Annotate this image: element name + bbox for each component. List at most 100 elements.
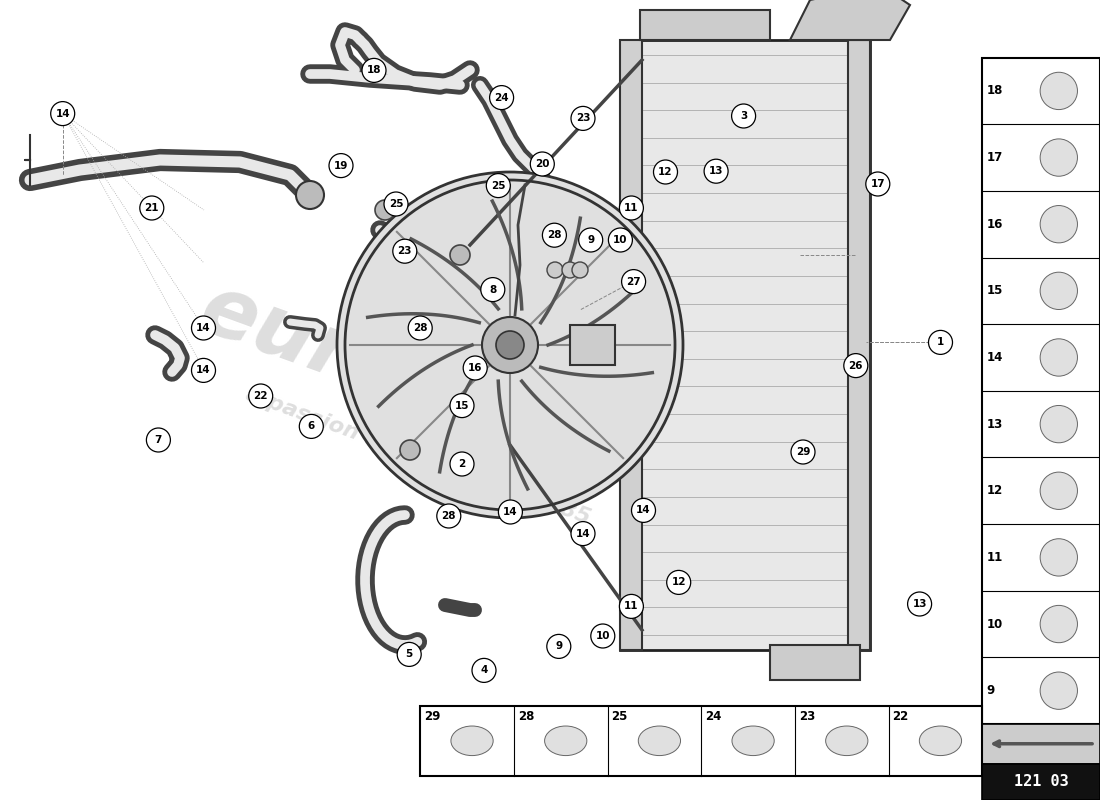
Bar [570,325,615,365]
Circle shape [362,58,386,82]
Circle shape [547,634,571,658]
Circle shape [579,228,603,252]
Text: 8: 8 [490,285,496,294]
Circle shape [146,428,170,452]
Text: 10: 10 [987,618,1002,630]
Circle shape [337,172,683,518]
Text: 19: 19 [333,161,349,170]
Text: 12: 12 [658,167,673,177]
Circle shape [191,316,216,340]
Text: 16: 16 [468,363,483,373]
Circle shape [1041,472,1078,510]
Circle shape [498,500,522,524]
Circle shape [140,196,164,220]
Text: 2: 2 [459,459,465,469]
Bar [620,40,870,650]
Circle shape [496,331,524,359]
Text: 10: 10 [595,631,610,641]
Circle shape [1041,139,1078,176]
Text: 25: 25 [612,710,628,722]
Circle shape [1041,339,1078,376]
Circle shape [621,270,646,294]
Circle shape [393,239,417,263]
Bar [982,724,1100,763]
Circle shape [400,440,420,460]
Text: 14: 14 [503,507,518,517]
Text: 28: 28 [518,710,535,722]
Bar [620,40,642,650]
Circle shape [562,262,578,278]
Circle shape [490,86,514,110]
Text: 14: 14 [575,529,591,538]
Ellipse shape [544,726,586,755]
Text: 13: 13 [987,418,1002,430]
Text: 26: 26 [848,361,864,370]
Text: 16: 16 [987,218,1003,230]
Bar [640,10,770,40]
Text: 18: 18 [366,66,382,75]
Circle shape [591,624,615,648]
Text: 22: 22 [253,391,268,401]
Text: 9: 9 [587,235,594,245]
Ellipse shape [920,726,961,755]
Text: 23: 23 [575,114,591,123]
Circle shape [667,570,691,594]
Circle shape [530,152,554,176]
Circle shape [329,154,353,178]
Text: 14: 14 [55,109,70,118]
Circle shape [1041,606,1078,642]
Text: a passion for cars since 1985: a passion for cars since 1985 [243,384,593,528]
Text: 22: 22 [892,710,909,722]
Text: 12: 12 [987,484,1002,498]
Circle shape [375,200,395,220]
Circle shape [1041,272,1078,310]
Circle shape [1041,538,1078,576]
Text: 17: 17 [987,151,1002,164]
Circle shape [472,658,496,682]
Text: 1: 1 [937,338,944,347]
Text: 9: 9 [987,684,994,697]
Text: 24: 24 [705,710,722,722]
Circle shape [482,317,538,373]
Circle shape [437,504,461,528]
Circle shape [619,196,644,220]
Text: 14: 14 [196,366,211,375]
Text: 14: 14 [636,506,651,515]
Circle shape [463,356,487,380]
Text: 11: 11 [624,602,639,611]
Circle shape [631,498,656,522]
Text: 9: 9 [556,642,562,651]
Bar [420,706,982,776]
Polygon shape [790,0,910,40]
Text: 5: 5 [406,650,412,659]
Text: 12: 12 [671,578,686,587]
Text: 7: 7 [155,435,162,445]
Text: 25: 25 [491,181,506,190]
Circle shape [908,592,932,616]
Text: 15: 15 [454,401,470,410]
Ellipse shape [732,726,774,755]
Circle shape [1041,406,1078,442]
Text: 4: 4 [481,666,487,675]
Text: 23: 23 [799,710,815,722]
Text: 28: 28 [547,230,562,240]
Bar [982,763,1100,800]
Ellipse shape [826,726,868,755]
Text: 29: 29 [795,447,811,457]
Text: 14: 14 [196,323,211,333]
Text: 11: 11 [624,203,639,213]
Circle shape [481,278,505,302]
Circle shape [542,223,566,247]
Circle shape [704,159,728,183]
Text: 13: 13 [708,166,724,176]
Circle shape [619,594,644,618]
Bar [982,58,1100,724]
Circle shape [450,245,470,265]
Ellipse shape [638,726,681,755]
Text: 23: 23 [397,246,412,256]
Circle shape [866,172,890,196]
Circle shape [1041,672,1078,710]
Circle shape [608,228,632,252]
Ellipse shape [451,726,493,755]
Circle shape [653,160,678,184]
